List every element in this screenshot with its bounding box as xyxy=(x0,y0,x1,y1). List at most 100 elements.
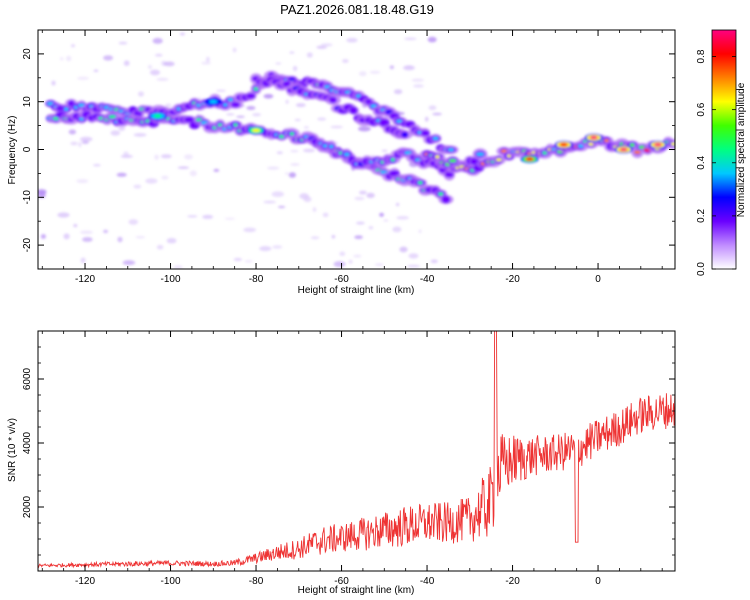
noise-speckle xyxy=(189,170,197,177)
noise-speckle xyxy=(165,103,172,108)
snr-plot-area xyxy=(38,331,675,571)
noise-speckle xyxy=(246,106,256,110)
hotspot-core xyxy=(653,142,662,147)
noise-speckle xyxy=(413,84,424,88)
noise-speckle xyxy=(263,94,274,99)
ridge-peak xyxy=(108,115,117,119)
noise-speckle xyxy=(202,214,214,219)
ridge-peak xyxy=(671,142,675,146)
snr-x-tick-label: -60 xyxy=(334,576,349,587)
hotspot-core xyxy=(525,157,534,161)
noise-speckle xyxy=(118,41,128,45)
noise-speckle xyxy=(259,246,272,252)
noise-speckle xyxy=(383,219,389,222)
noise-speckle xyxy=(110,130,121,136)
colorbar-gradient xyxy=(711,29,737,270)
x-tick-label: 0 xyxy=(595,274,601,285)
noise-speckle xyxy=(206,56,210,63)
noise-speckle xyxy=(374,263,384,266)
noise-speckle xyxy=(369,70,381,74)
noise-speckle xyxy=(277,205,286,209)
noise-speckle xyxy=(117,236,123,243)
noise-speckle xyxy=(166,238,177,244)
noise-speckle xyxy=(38,192,46,199)
ridge-core xyxy=(231,101,240,108)
noise-speckle xyxy=(51,80,56,86)
noise-speckle xyxy=(285,99,289,104)
ridge-peak xyxy=(629,143,635,147)
ridge-peak xyxy=(329,144,334,149)
colorbar: 0.0 0.2 0.4 0.6 0.8 Normalized spectral ampl… xyxy=(696,29,747,276)
noise-speckle xyxy=(404,37,417,40)
noise-speckle xyxy=(82,237,93,242)
noise-speckle xyxy=(122,260,136,266)
noise-speckle xyxy=(135,236,146,239)
y-tick-label: -20 xyxy=(22,237,33,252)
noise-speckle xyxy=(40,234,46,239)
noise-speckle xyxy=(275,62,282,65)
snr-series-line xyxy=(38,331,675,569)
noise-speckle xyxy=(160,154,172,159)
noise-speckle xyxy=(233,258,243,261)
noise-speckle xyxy=(317,117,327,121)
noise-speckle xyxy=(354,196,365,201)
x-tick-label: -60 xyxy=(334,274,349,285)
snr-y-tick-label: 2000 xyxy=(22,495,33,518)
noise-speckle xyxy=(331,235,336,239)
snr-axes: -120 -100 -80 -60 -40 -20 0 2000 4000 6000 xyxy=(22,331,675,587)
noise-speckle xyxy=(63,233,70,240)
hotspot-core xyxy=(209,99,218,104)
ridge-peak xyxy=(390,158,395,162)
x-tick-label: -80 xyxy=(249,274,264,285)
ridge-peak xyxy=(435,155,440,159)
y-tick-label: 20 xyxy=(22,48,33,60)
noise-speckle xyxy=(430,259,438,264)
ridge-peak xyxy=(438,192,444,196)
noise-speckle xyxy=(285,172,289,175)
noise-speckle xyxy=(379,212,384,217)
noise-speckle xyxy=(138,91,144,97)
colorbar-label: Normalized spectral amplitude xyxy=(736,82,747,217)
noise-speckle xyxy=(60,57,64,61)
ridge-peak xyxy=(233,123,238,127)
ridge-core xyxy=(441,195,451,204)
snr-frame xyxy=(37,330,676,572)
x-tick-label: -100 xyxy=(161,274,181,285)
noise-speckle xyxy=(411,78,424,82)
noise-speckle xyxy=(70,141,78,146)
noise-speckle xyxy=(322,212,329,218)
noise-speckle xyxy=(368,226,374,230)
colorbar-tick-label: 0.8 xyxy=(696,49,707,63)
noise-speckle xyxy=(294,118,301,122)
y-tick-label: 10 xyxy=(22,96,33,108)
ridge-core xyxy=(283,81,291,87)
noise-speckle xyxy=(356,221,365,225)
noise-speckle xyxy=(184,154,193,160)
noise-speckle xyxy=(76,76,90,80)
noise-speckle xyxy=(366,192,375,199)
noise-speckle xyxy=(177,166,190,169)
hotspot-core xyxy=(153,114,162,118)
ridge-core xyxy=(444,171,454,178)
snr-x-tick-label: -20 xyxy=(505,576,520,587)
x-tick-label: -20 xyxy=(505,274,520,285)
noise-speckle xyxy=(116,172,127,177)
ridge-peak xyxy=(401,133,408,137)
hotspot-core xyxy=(252,128,260,133)
noise-speckle xyxy=(123,60,130,66)
noise-speckle xyxy=(71,44,75,48)
noise-speckle xyxy=(152,37,163,44)
noise-speckle xyxy=(381,149,388,152)
noise-speckle xyxy=(339,251,346,256)
spectrogram-x-axis-label: Height of straight line (km) xyxy=(298,285,415,296)
ridge-peak xyxy=(449,159,457,163)
noise-speckle xyxy=(405,65,413,69)
noise-speckle xyxy=(154,154,159,160)
noise-speckle xyxy=(79,136,93,142)
colorbar-tick-label: 0.0 xyxy=(696,262,707,276)
noise-speckle xyxy=(156,244,164,250)
noise-speckle xyxy=(123,151,129,157)
